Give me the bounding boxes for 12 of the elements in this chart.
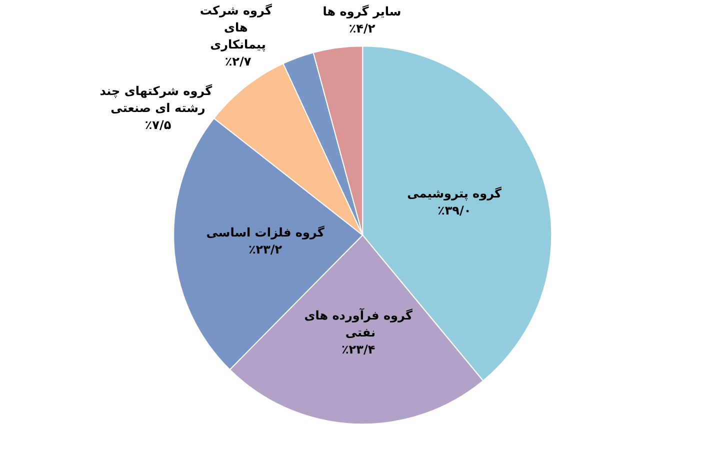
slice-label: گروه فرآورده های نفتی <box>304 308 412 340</box>
slice-label: گروه شرکتهای چند رشته ای صنعتی <box>100 84 216 115</box>
slice-label: سایر گروه ها <box>322 4 402 18</box>
data-label: ٪۲۳/۴ <box>341 342 376 357</box>
data-label: ٪۴/۲ <box>348 22 376 36</box>
slice-label: گروه شرکت های پیمانکاری <box>200 4 276 52</box>
data-label: ٪۷/۵ <box>144 118 172 132</box>
data-label: ٪۳۹/۰ <box>438 204 472 218</box>
slice-label: گروه پتروشیمی <box>407 186 502 201</box>
data-label: ٪۲۳/۲ <box>248 242 283 257</box>
data-label: ٪۲/۷ <box>224 54 252 68</box>
slice-label: گروه فلزات اساسی <box>206 226 324 240</box>
